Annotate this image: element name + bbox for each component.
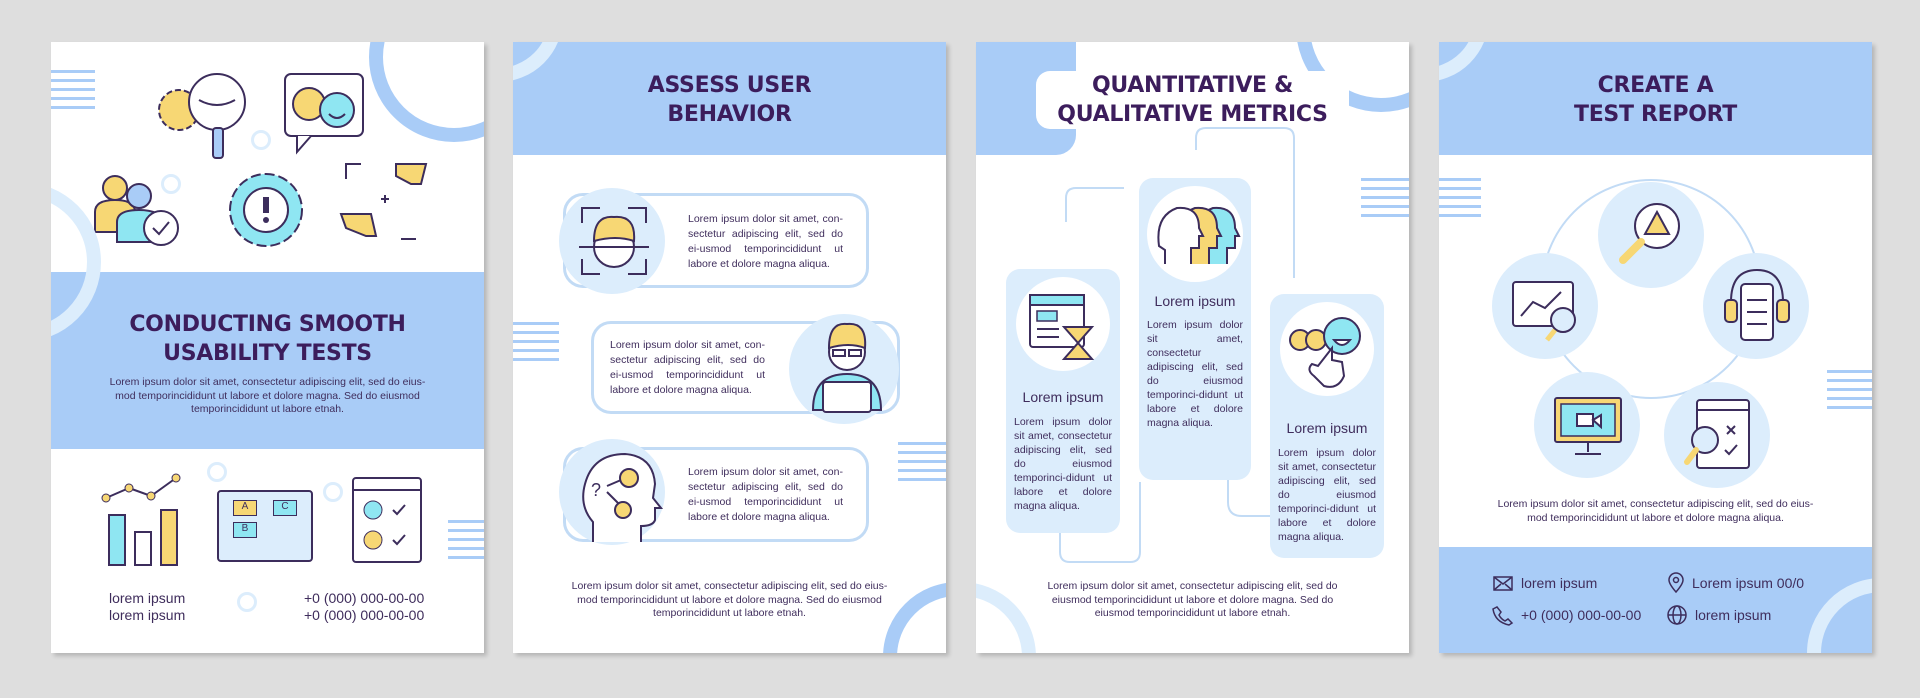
laptop-abc-icon: A B C bbox=[217, 490, 313, 562]
user-laptop-icon bbox=[811, 322, 883, 413]
frame-hands-icon bbox=[339, 163, 428, 240]
decor-dot bbox=[323, 482, 343, 502]
decor-lines bbox=[51, 70, 95, 115]
users-check-icon bbox=[94, 175, 179, 246]
gear-warning-icon bbox=[229, 173, 303, 247]
gear-globe-search-icon bbox=[158, 73, 246, 159]
option-c-label: C bbox=[273, 500, 297, 516]
heads-profile-icon bbox=[1157, 206, 1241, 264]
phone-icon bbox=[1492, 606, 1514, 626]
header-band bbox=[1439, 42, 1872, 155]
face-scan-icon bbox=[579, 207, 649, 275]
decor-lines bbox=[1827, 370, 1872, 415]
metric-heading: Lorem ipsum bbox=[1286, 420, 1368, 436]
title-line: QUALITATIVE METRICS bbox=[1057, 102, 1328, 127]
decor-dot bbox=[207, 462, 227, 482]
option-a-label: A bbox=[233, 500, 257, 516]
page-title: ASSESS USER BEHAVIOR bbox=[513, 71, 946, 129]
brochure-page-1: CONDUCTING SMOOTH USABILITY TESTS Lorem … bbox=[51, 42, 484, 653]
summary-text: Lorem ipsum dolor sit amet, consectetur … bbox=[1497, 498, 1814, 524]
item-text: Lorem ipsum dolor sit amet, con-sectetur… bbox=[688, 466, 843, 523]
head-thinking-icon: ? bbox=[582, 452, 664, 542]
contact-phone[interactable]: +0 (000) 000-00-00 bbox=[1492, 605, 1642, 626]
phone-number[interactable]: +0 (000) 000-00-00 bbox=[304, 590, 425, 606]
header-band bbox=[513, 42, 946, 155]
contact-phones: +0 (000) 000-00-00 +0 (000) 000-00-00 bbox=[304, 590, 424, 624]
title-band bbox=[51, 272, 484, 449]
decor-dot bbox=[237, 592, 257, 612]
title-line: TEST REPORT bbox=[1574, 102, 1737, 127]
contact-text: lorem ipsum bbox=[1521, 575, 1598, 591]
decor-dot bbox=[161, 174, 181, 194]
globe-icon bbox=[1667, 605, 1687, 625]
monitor-video-icon bbox=[1554, 397, 1622, 455]
title-line: CREATE A bbox=[1597, 73, 1714, 98]
contact-names: lorem ipsum lorem ipsum bbox=[109, 590, 185, 624]
contact-text: +0 (000) 000-00-00 bbox=[1521, 607, 1642, 623]
contact-text: Lorem ipsum 00/0 bbox=[1692, 575, 1805, 591]
page-title: CREATE A TEST REPORT bbox=[1439, 71, 1872, 129]
title-line: CONDUCTING SMOOTH bbox=[129, 312, 406, 337]
metric-heading: Lorem ipsum bbox=[1022, 389, 1104, 405]
decor-dot bbox=[251, 130, 271, 150]
page-title: QUANTITATIVE & QUALITATIVE METRICS bbox=[1036, 71, 1349, 129]
phone-headphones-icon bbox=[1724, 268, 1790, 341]
contact-website[interactable]: lorem ipsum bbox=[1667, 605, 1771, 625]
page-title: CONDUCTING SMOOTH USABILITY TESTS bbox=[51, 310, 484, 368]
location-pin-icon bbox=[1668, 572, 1684, 594]
item-text: Lorem ipsum dolor sit amet, con-sectetur… bbox=[688, 213, 843, 270]
contact-address[interactable]: Lorem ipsum 00/0 bbox=[1668, 572, 1805, 594]
metric-card: Lorem ipsum Lorem ipsum dolor sit amet, … bbox=[1270, 294, 1384, 558]
rating-checklist-icon bbox=[352, 477, 422, 563]
title-line: BEHAVIOR bbox=[667, 102, 792, 127]
title-line: ASSESS USER bbox=[647, 73, 812, 98]
decor-lines bbox=[898, 442, 946, 487]
decor-lines bbox=[1439, 178, 1481, 223]
envelope-icon bbox=[1493, 575, 1513, 591]
emoji-feedback-icon bbox=[284, 73, 364, 155]
title-line: QUANTITATIVE & bbox=[1091, 73, 1294, 98]
metric-card: Lorem ipsum Lorem ipsum dolor sit amet, … bbox=[1006, 269, 1120, 533]
window-hourglass-icon bbox=[1029, 294, 1095, 360]
title-line: USABILITY TESTS bbox=[163, 341, 372, 366]
metric-text: Lorem ipsum dolor sit amet, consectetur … bbox=[1278, 447, 1376, 543]
contact-text: lorem ipsum bbox=[1695, 607, 1772, 623]
contact-name: lorem ipsum bbox=[109, 607, 186, 623]
decor-lines bbox=[448, 520, 484, 565]
decor-ring bbox=[369, 42, 484, 142]
brochure-page-3: QUANTITATIVE & QUALITATIVE METRICS Lorem… bbox=[976, 42, 1409, 653]
connector-lines bbox=[1059, 127, 1295, 563]
chart-magnifier-icon bbox=[1512, 281, 1576, 342]
metric-text: Lorem ipsum dolor sit amet, consectetur … bbox=[1014, 416, 1112, 512]
intro-text: Lorem ipsum dolor sit amet, consectetur … bbox=[109, 376, 426, 415]
svg-text:?: ? bbox=[591, 480, 601, 500]
metric-text: Lorem ipsum dolor sit amet, consectetur … bbox=[1147, 319, 1243, 429]
summary-text: Lorem ipsum dolor sit amet, consectetur … bbox=[571, 580, 888, 619]
option-b-label: B bbox=[233, 522, 257, 538]
bar-chart-icon bbox=[101, 473, 181, 566]
checklist-magnifier-icon bbox=[1684, 399, 1750, 469]
decor-lines bbox=[1361, 178, 1409, 223]
metric-heading: Lorem ipsum bbox=[1154, 293, 1236, 309]
contact-name: lorem ipsum bbox=[109, 590, 186, 606]
phone-number[interactable]: +0 (000) 000-00-00 bbox=[304, 607, 425, 623]
metric-card: Lorem ipsum Lorem ipsum dolor sit amet, … bbox=[1139, 178, 1251, 480]
magnifier-warning-icon bbox=[1619, 203, 1680, 264]
decor-lines bbox=[513, 322, 559, 367]
brochure-page-4: CREATE A TEST REPORT Lorem bbox=[1439, 42, 1872, 653]
brochure-page-2: ASSESS USER BEHAVIOR Lorem ipsum dolor s… bbox=[513, 42, 946, 653]
emoji-rating-hand-icon bbox=[1289, 317, 1361, 388]
summary-text: Lorem ipsum dolor sit amet, consectetur … bbox=[1047, 580, 1338, 619]
footer-band bbox=[1439, 547, 1872, 653]
contact-email[interactable]: lorem ipsum bbox=[1493, 575, 1597, 591]
item-text: Lorem ipsum dolor sit amet, con-sectetur… bbox=[610, 339, 765, 396]
